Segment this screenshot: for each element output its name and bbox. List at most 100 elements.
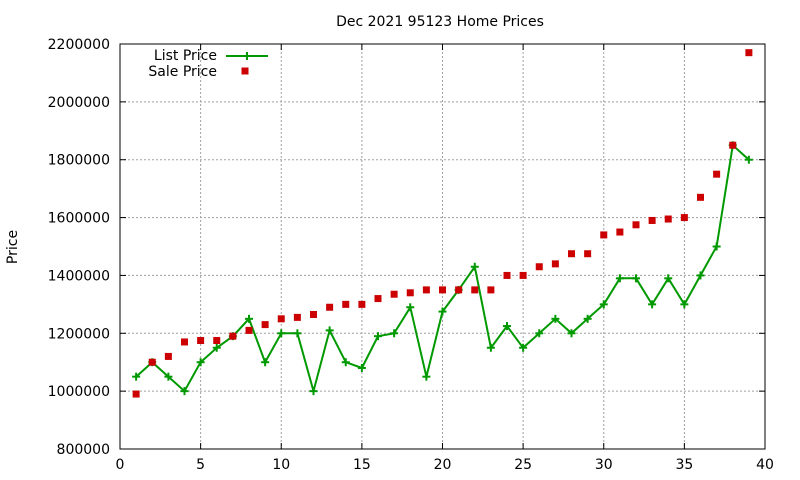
list-price-point <box>212 343 221 352</box>
list-price-point <box>341 358 350 367</box>
sale-price-point <box>310 310 317 318</box>
list-price-point <box>406 303 415 312</box>
list-price-point <box>519 343 528 352</box>
sale-price-point <box>648 216 656 224</box>
sale-price-point <box>358 300 366 308</box>
y-tick-label: 1000000 <box>48 384 110 400</box>
sale-price-point <box>277 315 285 323</box>
list-price-point <box>277 329 286 338</box>
sale-price-point <box>616 228 624 236</box>
list-price-point <box>325 326 334 335</box>
sale-price-point <box>406 289 414 297</box>
sale-price-point <box>632 221 640 229</box>
x-tick-label: 25 <box>514 457 532 473</box>
list-price-point <box>132 372 141 381</box>
x-tick-label: 35 <box>675 457 693 473</box>
sale-price-point <box>487 286 495 294</box>
y-tick-label: 1400000 <box>48 268 110 284</box>
x-tick-label: 30 <box>595 457 613 473</box>
sale-price-point <box>342 300 350 308</box>
y-axis-title: Price <box>5 230 21 264</box>
sale-price-point <box>326 303 334 311</box>
sale-price-point <box>584 250 592 258</box>
list-price-point <box>357 364 366 372</box>
sale-price-point <box>551 260 559 268</box>
list-price-point <box>293 329 302 338</box>
list-price-point <box>261 358 270 367</box>
y-tick-label: 1800000 <box>48 153 110 169</box>
list-price-point <box>535 329 544 338</box>
legend: List Price Sale Price <box>148 48 268 80</box>
sale-price-point <box>455 286 463 294</box>
sale-price-point <box>600 231 608 239</box>
list-price-point <box>744 155 753 164</box>
sale-price-point <box>181 338 188 346</box>
sale-price-point <box>519 271 527 279</box>
x-tick-label: 10 <box>272 457 290 473</box>
sale-price-point <box>745 49 753 57</box>
list-price-point <box>551 314 560 323</box>
list-price-point <box>486 343 495 352</box>
sale-price-point <box>245 326 253 334</box>
x-tick-label: 20 <box>434 457 452 473</box>
x-tick-label: 15 <box>353 457 371 473</box>
list-price-point <box>648 300 657 309</box>
sale-price-point <box>390 290 398 298</box>
list-price-point <box>422 372 431 381</box>
list-price-point <box>196 358 205 367</box>
list-price-point <box>615 274 624 283</box>
sale-price-point <box>439 286 446 294</box>
sale-price-point <box>713 170 721 178</box>
sale-price-point <box>664 215 672 223</box>
sale-price-point <box>229 332 237 340</box>
sale-price-point <box>535 263 543 271</box>
legend-marker-list-price <box>243 52 251 60</box>
list-price-point <box>390 329 399 338</box>
sale-price-point <box>293 313 301 321</box>
list-price-point <box>309 387 318 396</box>
y-tick-label: 1600000 <box>48 211 110 227</box>
legend-marker-sale-price <box>241 67 249 75</box>
list-price-point <box>664 274 673 283</box>
sale-price-point <box>568 250 575 258</box>
y-tick-label: 2200000 <box>48 37 110 53</box>
list-price-point <box>503 322 511 331</box>
sale-price-point <box>213 337 221 345</box>
series-layer <box>132 49 753 398</box>
chart-title: Dec 2021 95123 Home Prices <box>336 14 544 30</box>
list-price-point <box>567 329 576 338</box>
sale-price-point <box>697 193 704 201</box>
sale-price-point <box>374 295 382 303</box>
sale-price-point <box>132 390 140 398</box>
list-price-point <box>164 372 173 381</box>
y-tick-label: 1200000 <box>48 326 110 342</box>
list-price-point <box>583 314 592 323</box>
sale-price-point <box>729 141 737 149</box>
list-price-point <box>438 307 447 316</box>
list-price-point <box>680 300 689 309</box>
list-price-point <box>712 242 721 251</box>
sale-price-point <box>422 286 430 294</box>
sale-price-point <box>471 286 479 294</box>
y-tick-label: 800000 <box>57 442 110 458</box>
list-price-point <box>599 300 608 309</box>
sale-price-point <box>503 271 511 279</box>
sale-price-point <box>261 321 269 329</box>
sale-price-point <box>197 337 205 345</box>
list-price-point <box>180 387 189 396</box>
y-tick-label: 2000000 <box>48 95 110 111</box>
x-tick-label: 40 <box>756 457 774 473</box>
axis-ticks: 0 5 10 15 20 25 30 35 40 800000 1000000 1200000 1400… <box>48 37 774 473</box>
sale-price-point <box>148 358 156 366</box>
grid <box>120 44 765 449</box>
legend-label-list-price: List Price <box>154 48 217 64</box>
sale-price-point <box>680 214 688 222</box>
list-price-point <box>470 262 479 271</box>
x-tick-label: 5 <box>196 457 205 473</box>
list-price-point <box>696 271 705 280</box>
list-price-point <box>245 314 253 323</box>
list-price-point <box>374 332 382 341</box>
x-tick-label: 0 <box>116 457 125 473</box>
